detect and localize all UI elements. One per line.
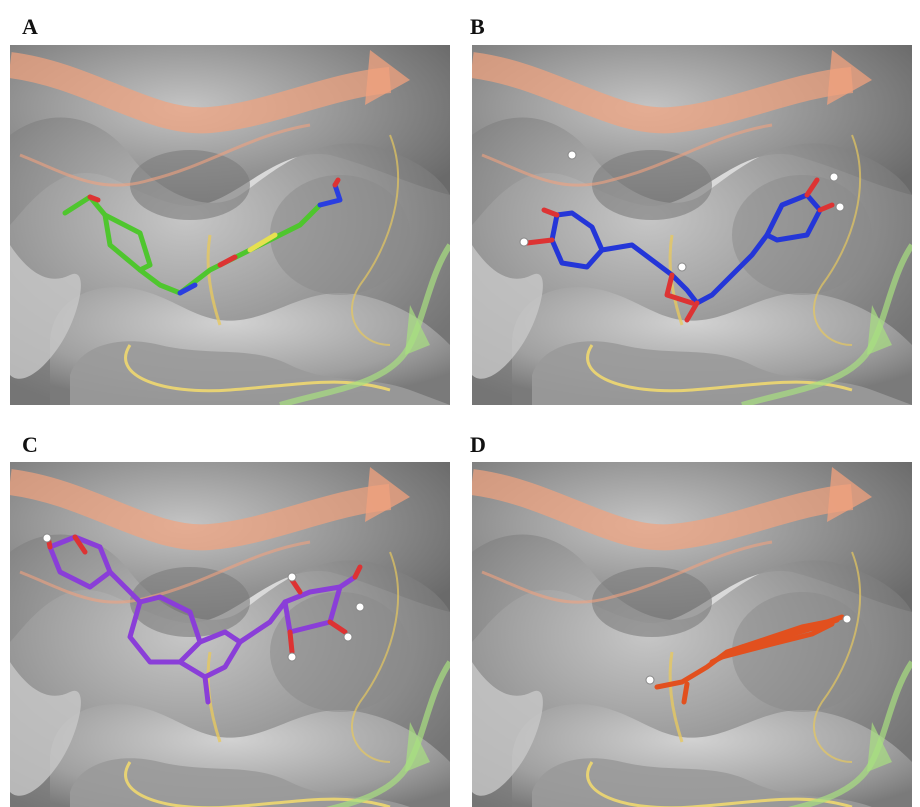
panel-c: [10, 462, 450, 807]
panel-label: C: [22, 432, 38, 457]
panel-label: A: [22, 14, 38, 39]
panel-label: D: [470, 432, 486, 457]
panel-b: [472, 45, 912, 405]
panel-d: [472, 462, 912, 807]
panel-label: B: [470, 14, 485, 39]
panel-a: [10, 45, 450, 405]
